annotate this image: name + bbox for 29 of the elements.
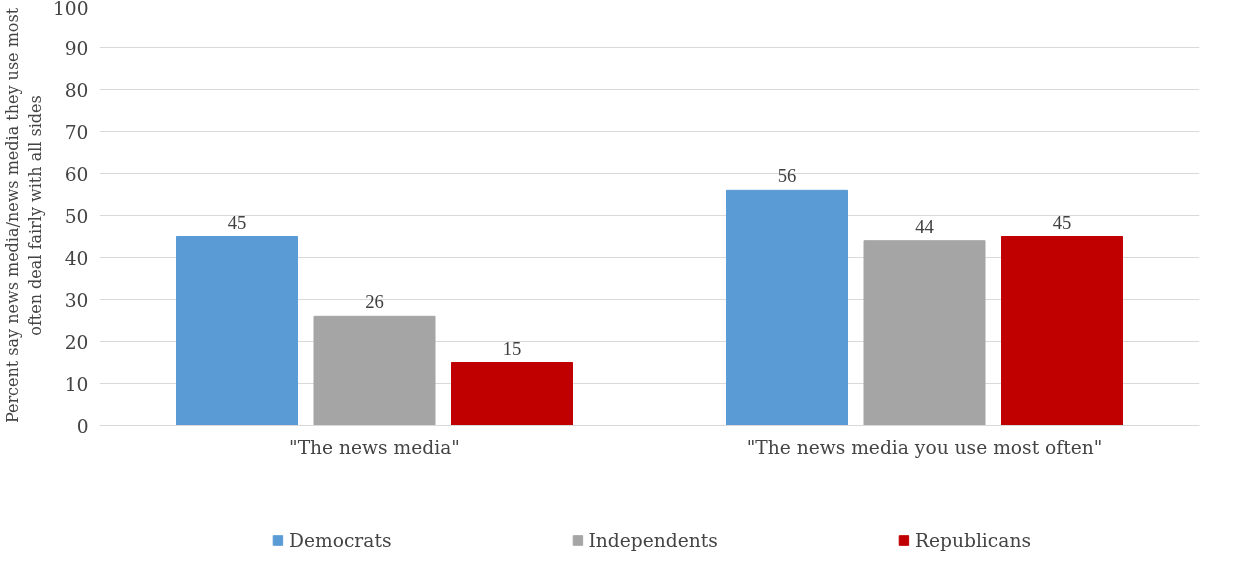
legend-label: Democrats	[288, 529, 392, 551]
y-tick-label: 80	[64, 79, 89, 101]
y-tick-label: 20	[64, 331, 89, 353]
data-label: 45	[227, 211, 247, 233]
y-tick-label: 60	[64, 163, 89, 185]
data-label: 45	[1052, 211, 1072, 233]
data-label: 56	[777, 165, 797, 187]
y-tick-label: 30	[64, 289, 89, 311]
x-tick-label: "The news media"	[289, 436, 460, 458]
y-tick-label: 100	[52, 0, 89, 19]
legend-label: Republicans	[914, 529, 1031, 551]
legend-label: Independents	[588, 529, 718, 551]
bar	[451, 362, 573, 426]
bar	[1001, 236, 1123, 426]
y-tick-label: 0	[76, 415, 89, 437]
data-label: 15	[502, 337, 522, 359]
y-tick-label: 70	[64, 121, 89, 143]
data-label: 44	[915, 215, 935, 237]
y-axis-title: Percent say news media/news media they use most often deal fairly with all sides	[3, 7, 45, 424]
y-tick-label: 10	[64, 373, 89, 395]
y-tick-label: 90	[64, 37, 89, 59]
bar	[176, 236, 298, 426]
y-tick-label: 50	[64, 205, 89, 227]
data-label: 26	[365, 291, 384, 313]
x-tick-label: "The news media you use most often"	[746, 436, 1103, 458]
y-tick-label: 40	[64, 247, 89, 269]
bar	[313, 315, 436, 426]
bar	[726, 189, 848, 426]
bar	[863, 240, 986, 426]
